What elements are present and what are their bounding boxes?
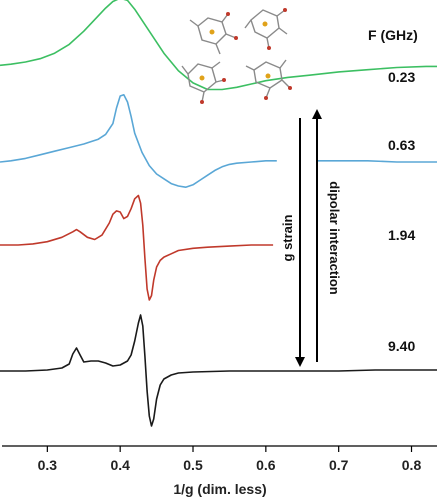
porphyrin-molecule-4 — [245, 59, 292, 100]
freq-label-9-40: 9.40 — [388, 338, 415, 354]
series-layer — [0, 0, 437, 427]
x-tick-label: 0.6 — [256, 457, 276, 473]
x-tick-label: 0.3 — [38, 457, 58, 473]
x-tick-layer: 0.3 0.4 0.5 0.6 0.7 0.8 — [38, 446, 422, 473]
series-line-1 — [0, 94, 277, 188]
freq-label-0-63: 0.63 — [388, 137, 415, 153]
porphyrin-molecule-1 — [189, 12, 238, 55]
frequency-header: F (GHz) — [368, 27, 418, 43]
molecular-structures-image — [181, 8, 292, 104]
x-axis-title: 1/g (dim. less) — [173, 481, 266, 497]
x-tick-label: 0.4 — [110, 457, 130, 473]
porphyrin-molecule-3 — [181, 61, 226, 104]
series-line-4 — [0, 314, 437, 427]
porphyrin-molecule-2 — [244, 8, 288, 50]
series-line-0 — [0, 0, 437, 91]
x-tick-label: 0.7 — [329, 457, 349, 473]
g-strain-label: g strain — [280, 214, 295, 261]
freq-label-0-23: 0.23 — [388, 69, 415, 85]
freq-label-1-94: 1.94 — [388, 227, 415, 243]
dipolar-interaction-label: dipolar interaction — [327, 181, 342, 294]
series-line-3 — [0, 194, 274, 301]
series-line-2 — [316, 160, 437, 163]
x-tick-label: 0.8 — [402, 457, 422, 473]
x-tick-label: 0.5 — [183, 457, 203, 473]
